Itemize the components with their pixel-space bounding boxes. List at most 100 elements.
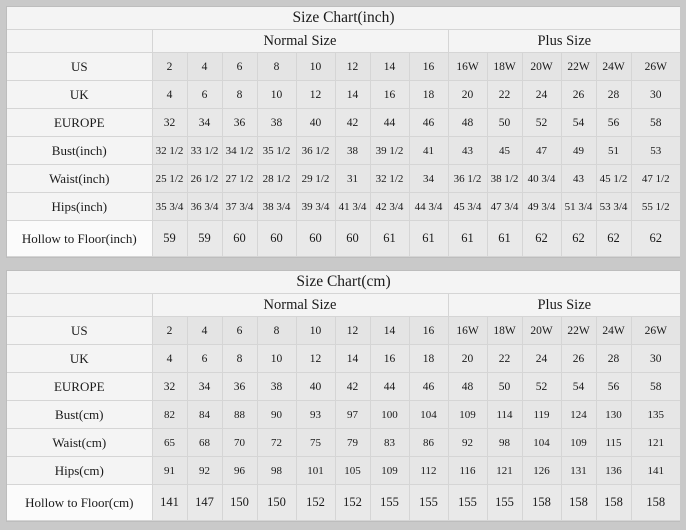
table-cell: 26W bbox=[630, 52, 681, 81]
table-cell: 158 bbox=[630, 484, 681, 521]
row-label: EUROPE bbox=[7, 372, 153, 401]
table-row: Hips(cm) 91 92 96 98 101 105 109 112 116 121 126 131… bbox=[7, 456, 681, 485]
table-cell: 34 1/2 bbox=[221, 136, 258, 165]
table-cell: 26 1/2 bbox=[186, 164, 223, 193]
table-cell: 38 bbox=[256, 372, 297, 401]
table-cell: 30 bbox=[630, 80, 681, 109]
table-cell: 8 bbox=[221, 344, 258, 373]
table-cell: 39 1/2 bbox=[369, 136, 410, 165]
table-cell: 121 bbox=[630, 428, 681, 457]
table-cell: 79 bbox=[334, 428, 371, 457]
table-cell: 12 bbox=[334, 52, 371, 81]
table-cell: 42 bbox=[334, 108, 371, 137]
table-cell: 68 bbox=[186, 428, 223, 457]
table-row: Hollow to Floor(cm) 141 147 150 150 152 152 155… bbox=[7, 484, 681, 521]
table-cell: 8 bbox=[256, 316, 297, 345]
table-cell: 55 1/2 bbox=[630, 192, 681, 221]
row-label: Hollow to Floor(inch) bbox=[7, 220, 153, 257]
table-cell: 25 1/2 bbox=[151, 164, 188, 193]
row-label: EUROPE bbox=[7, 108, 153, 137]
table-cell: 155 bbox=[447, 484, 488, 521]
table-cell: 100 bbox=[369, 400, 410, 429]
table-cell: 6 bbox=[221, 52, 258, 81]
table-cell: 4 bbox=[151, 344, 188, 373]
table-cell: 60 bbox=[295, 220, 336, 257]
table-cell: 155 bbox=[486, 484, 523, 521]
table-cell: 6 bbox=[186, 80, 223, 109]
table-cell: 42 3/4 bbox=[369, 192, 410, 221]
table-cell: 32 1/2 bbox=[369, 164, 410, 193]
table-cell: 39 3/4 bbox=[295, 192, 336, 221]
table-cell: 116 bbox=[447, 456, 488, 485]
title-row: Size Chart(inch) bbox=[7, 7, 681, 30]
group-header-normal-size: Normal Size bbox=[151, 293, 449, 317]
table-cell: 12 bbox=[334, 316, 371, 345]
table-cell: 34 bbox=[186, 372, 223, 401]
table-cell: 98 bbox=[486, 428, 523, 457]
table-cell: 10 bbox=[295, 52, 336, 81]
table-cell: 14 bbox=[334, 80, 371, 109]
table-cell: 109 bbox=[369, 456, 410, 485]
table-cell: 22 bbox=[486, 80, 523, 109]
table-cell: 51 3/4 bbox=[560, 192, 597, 221]
table-cell: 36 3/4 bbox=[186, 192, 223, 221]
table-cell: 22W bbox=[560, 52, 597, 81]
table-cell: 35 1/2 bbox=[256, 136, 297, 165]
table-cell: 59 bbox=[151, 220, 188, 257]
table-cell: 40 bbox=[295, 372, 336, 401]
table-cell: 53 3/4 bbox=[595, 192, 632, 221]
table-cell: 16W bbox=[447, 316, 488, 345]
table-row: Bust(inch) 32 1/2 33 1/2 34 1/2 35 1/2 36 1/2… bbox=[7, 136, 681, 165]
table-cell: 22W bbox=[560, 316, 597, 345]
size-chart-cm: Size Chart(cm) Normal Size Plus Size US 2 4 6 8… bbox=[6, 270, 681, 522]
row-label: Bust(cm) bbox=[7, 400, 153, 429]
table-cell: 84 bbox=[186, 400, 223, 429]
table-cell: 24W bbox=[595, 52, 632, 81]
table-cell: 36 1/2 bbox=[295, 136, 336, 165]
table-cell: 61 bbox=[369, 220, 410, 257]
table-cell: 8 bbox=[256, 52, 297, 81]
table-cell: 50 bbox=[486, 108, 523, 137]
table-cell: 38 3/4 bbox=[256, 192, 297, 221]
table-cell: 48 bbox=[447, 372, 488, 401]
table-cell: 50 bbox=[486, 372, 523, 401]
table-cell: 37 3/4 bbox=[221, 192, 258, 221]
table-cell: 27 1/2 bbox=[221, 164, 258, 193]
table-cell: 20W bbox=[521, 316, 562, 345]
table-cell: 6 bbox=[186, 344, 223, 373]
table-cell: 38 bbox=[334, 136, 371, 165]
table-cell: 12 bbox=[295, 80, 336, 109]
table-cell: 43 bbox=[447, 136, 488, 165]
table-cell: 115 bbox=[595, 428, 632, 457]
row-label: Waist(cm) bbox=[7, 428, 153, 457]
table-cell: 16 bbox=[408, 52, 449, 81]
row-label: US bbox=[7, 316, 153, 345]
table-cell: 150 bbox=[256, 484, 297, 521]
table-cell: 44 bbox=[369, 372, 410, 401]
table-cell: 62 bbox=[560, 220, 597, 257]
table-cell: 28 1/2 bbox=[256, 164, 297, 193]
table-cell: 98 bbox=[256, 456, 297, 485]
table-cell: 45 bbox=[486, 136, 523, 165]
table-cell: 47 3/4 bbox=[486, 192, 523, 221]
table-cell: 114 bbox=[486, 400, 523, 429]
size-table-cm: Size Chart(cm) Normal Size Plus Size US 2 4 6 8… bbox=[7, 271, 681, 521]
table-cell: 135 bbox=[630, 400, 681, 429]
table-row: US 2 4 6 8 10 12 14 16 16W 18W 20W 22W 24W 26W bbox=[7, 52, 681, 81]
table-cell: 52 bbox=[521, 372, 562, 401]
table-cell: 6 bbox=[221, 316, 258, 345]
table-cell: 126 bbox=[521, 456, 562, 485]
table-cell: 26W bbox=[630, 316, 681, 345]
table-cell: 54 bbox=[560, 108, 597, 137]
table-cell: 56 bbox=[595, 108, 632, 137]
row-label: Waist(inch) bbox=[7, 164, 153, 193]
table-cell: 20 bbox=[447, 80, 488, 109]
table-cell: 2 bbox=[151, 316, 188, 345]
table-cell: 158 bbox=[595, 484, 632, 521]
row-label: Hips(inch) bbox=[7, 192, 153, 221]
table-cell: 26 bbox=[560, 344, 597, 373]
table-cell: 28 bbox=[595, 344, 632, 373]
table-row: UK 4 6 8 10 12 14 16 18 20 22 24 26 28 30 bbox=[7, 80, 681, 109]
table-cell: 52 bbox=[521, 108, 562, 137]
